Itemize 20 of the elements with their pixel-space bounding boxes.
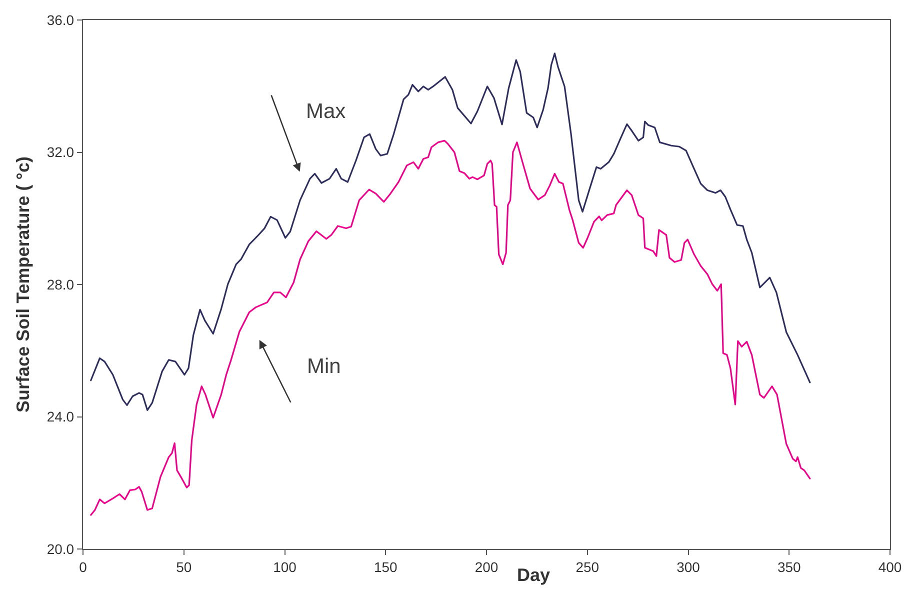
y-tick-label: 28.0 — [46, 276, 74, 292]
x-tick-label: 200 — [474, 558, 498, 575]
x-tick-label: 0 — [79, 558, 88, 575]
x-axis-title: Day — [517, 565, 550, 585]
y-axis-title: Surface Soil Temperature ( °c) — [13, 156, 34, 412]
annotation: Min — [307, 355, 341, 378]
x-tick-label: 250 — [576, 558, 600, 575]
y-tick-label: 32.0 — [46, 144, 74, 160]
x-tick-label: 300 — [676, 558, 700, 575]
x-tick-label: 350 — [777, 558, 802, 575]
x-tick-label: 400 — [878, 558, 902, 575]
y-tick-label: 20.0 — [46, 540, 74, 557]
x-tick-label: 150 — [374, 558, 398, 575]
x-tick-label: 100 — [273, 558, 297, 575]
line-series — [90, 52, 811, 411]
y-tick-label: 36.0 — [46, 12, 74, 28]
x-tick-label: 50 — [176, 558, 192, 575]
annotation: Max — [306, 100, 346, 123]
y-tick-label: 24.0 — [46, 408, 74, 425]
line-series — [90, 140, 811, 516]
